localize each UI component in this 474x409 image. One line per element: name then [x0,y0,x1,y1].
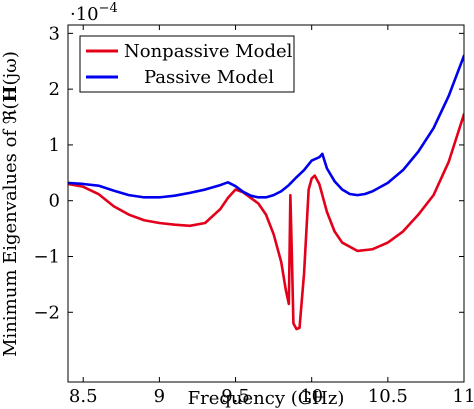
legend-box [79,35,295,93]
y-axis-label-suffix: (jω) [0,51,21,85]
ticks-layer: 8.5 9 9.5 10 10.5 11 −2 −1 0 1 2 3 [33,23,474,407]
x-tick-label: 10.5 [368,386,408,407]
x-tick-label: 11 [453,386,474,407]
y-tick-label: 3 [49,23,60,44]
x-tick-label: 9.5 [221,386,250,407]
x-axis-label: Frequency (GHz) [188,388,345,409]
y-multiplier: ·10−4 [70,1,118,25]
x-tick-label: 10 [300,386,323,407]
legend-label-nonpassive: Nonpassive Model [124,41,293,62]
y-tick-label: 1 [49,135,60,156]
y-axis-label-bold: H [0,85,21,102]
x-tick-label: 9 [154,386,165,407]
y-tick-label: −2 [33,302,60,323]
y-tick-label: 0 [49,191,60,212]
y-multiplier-exp: −4 [99,1,118,16]
y-tick-label: −1 [33,246,60,267]
legend: Nonpassive Model Passive Model [79,35,295,93]
plot-frame [67,24,465,383]
y-tick-label: 2 [49,79,60,100]
x-tick-label: 8.5 [69,386,98,407]
legend-label-passive: Passive Model [144,67,274,88]
y-axis-label: Minimum Eigenvalues of ℜ(H(jω) [0,51,21,357]
series-layer [68,54,464,331]
y-axis-label-prefix: Minimum Eigenvalues of ℜ( [0,102,21,356]
y-multiplier-base: ·10 [70,4,99,25]
series-line-passive [68,54,464,199]
series-line-nonpassive [68,112,464,331]
